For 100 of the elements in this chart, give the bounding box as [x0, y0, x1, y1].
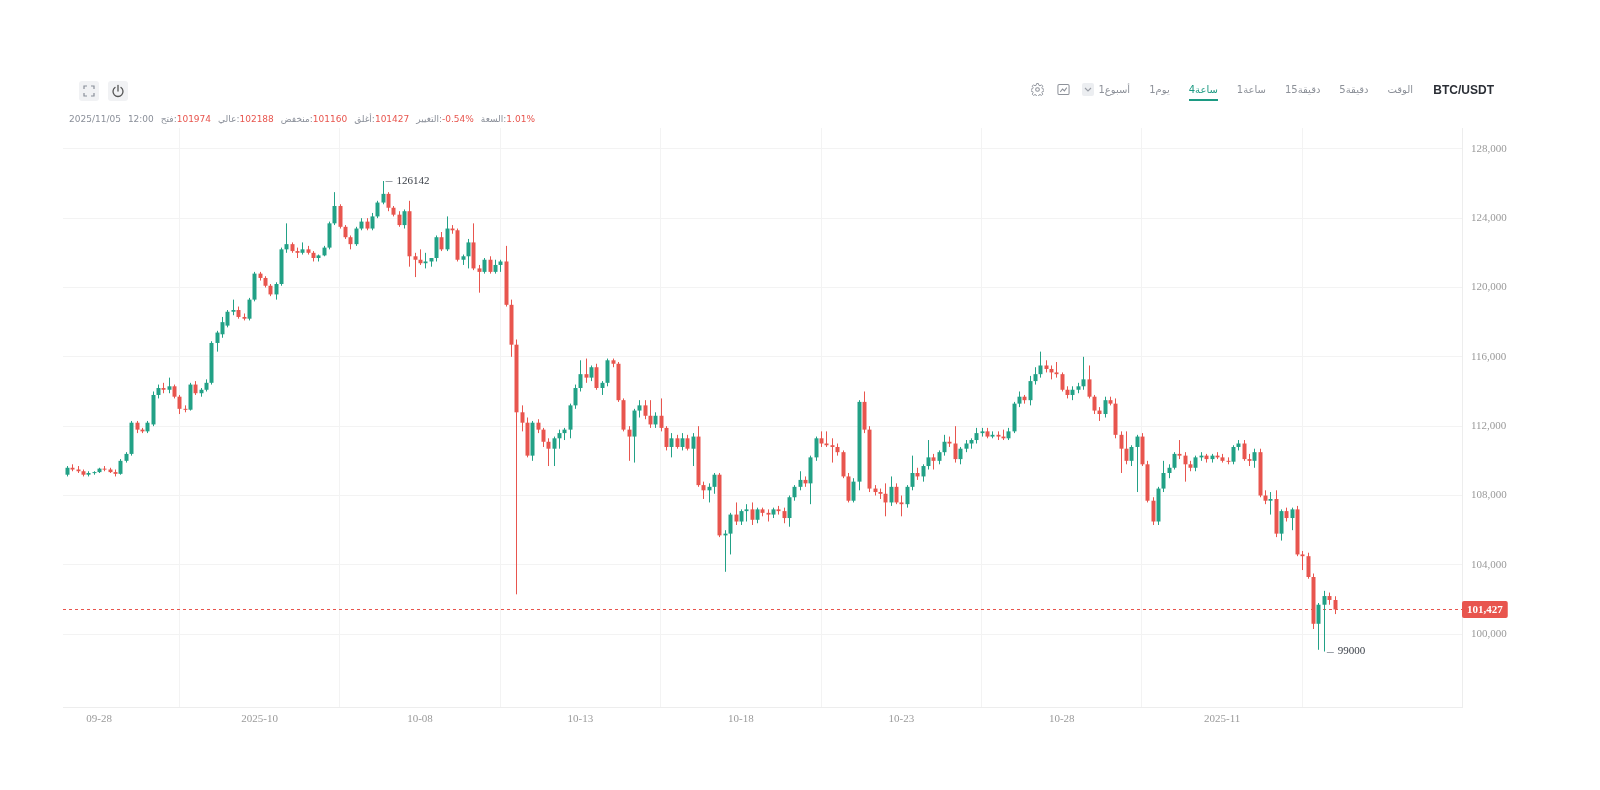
- candlestick: [744, 503, 749, 523]
- text: الوقت: [1387, 83, 1413, 97]
- candlestick: [605, 358, 610, 387]
- candlestick: [883, 482, 888, 517]
- candlestick: [669, 432, 674, 458]
- candlestick: [659, 397, 664, 432]
- candlestick: [434, 234, 439, 262]
- candlestick: [1129, 444, 1134, 467]
- candlestick: [338, 203, 343, 230]
- candlestick: [953, 425, 958, 464]
- candlestick: [573, 384, 578, 410]
- y-tick-label: 124,000: [1471, 211, 1508, 224]
- candlestick: [942, 434, 947, 457]
- candlestick: [910, 455, 915, 491]
- candlestick: [520, 404, 525, 432]
- candlestick: [1316, 602, 1321, 651]
- y-tick-label: 108,000: [1471, 488, 1508, 501]
- candlestick: [413, 252, 418, 278]
- text: 1أسبوع: [1098, 82, 1131, 98]
- candlestick: [92, 470, 97, 476]
- candlestick: [402, 208, 407, 230]
- candlestick: [1151, 496, 1156, 526]
- candlestick: [1322, 590, 1327, 653]
- candlestick: [477, 264, 482, 294]
- y-tick-label: 104,000: [1471, 557, 1508, 570]
- candlestick: [1119, 430, 1124, 474]
- candlestick: [766, 508, 771, 523]
- candlestick: [1279, 508, 1284, 542]
- candlestick: [894, 482, 899, 505]
- candlestick: [728, 512, 733, 555]
- candlestick: [1087, 364, 1092, 399]
- x-tick-label: 2025-10: [241, 712, 279, 725]
- candlestick: [814, 436, 819, 462]
- candlestick: [851, 477, 856, 503]
- candlestick: [1038, 351, 1043, 379]
- candlestick: [354, 226, 359, 247]
- candlestick: [541, 427, 546, 448]
- y-tick-label: 112,000: [1471, 419, 1507, 432]
- candlestick: [386, 191, 391, 212]
- candlestick: [1242, 439, 1247, 462]
- candlestick: [1177, 439, 1182, 460]
- candlestick: [177, 394, 182, 415]
- candlestick: [899, 495, 904, 517]
- candlestick: [691, 432, 696, 467]
- candlestick: [1183, 451, 1188, 483]
- text: 15دقيقة: [1284, 83, 1321, 97]
- x-tick-label: 10-13: [567, 712, 594, 725]
- candlestick: [578, 359, 583, 392]
- y-tick-label: 120,000: [1471, 280, 1508, 293]
- candlestick: [926, 439, 931, 471]
- candlestick: [664, 425, 669, 451]
- text: 1يوم: [1149, 83, 1170, 97]
- candlestick: [1300, 550, 1305, 571]
- candlestick: [712, 472, 717, 495]
- candlestick: [445, 215, 450, 252]
- candlestick: [557, 429, 562, 450]
- candlestick: [584, 358, 589, 384]
- x-tick-label: 10-18: [728, 712, 755, 725]
- candlestick: [466, 238, 471, 269]
- x-tick-label: 10-23: [888, 712, 915, 725]
- candlestick: [1252, 448, 1257, 469]
- chart-title: BTC/USDT: [1433, 82, 1494, 98]
- candlestick: [381, 180, 386, 205]
- candlestick: [1103, 396, 1108, 418]
- candlestick: [1135, 434, 1140, 493]
- candlestick: [1231, 444, 1236, 465]
- candlestick: [648, 399, 653, 429]
- candlestick: [750, 501, 755, 526]
- annotation: 126142: [396, 173, 430, 186]
- candlestick: [552, 436, 557, 467]
- candlestick: [284, 222, 289, 254]
- candlestick: [830, 437, 835, 464]
- x-tick-label: 10-28: [1048, 712, 1076, 725]
- y-tick-label: 100,000: [1471, 627, 1508, 640]
- candlestick: [247, 297, 252, 321]
- candlestick: [1306, 552, 1311, 580]
- candlestick: [787, 495, 792, 528]
- candlestick: [643, 399, 648, 420]
- candlestick: [734, 501, 739, 526]
- candlestick: [1081, 356, 1086, 391]
- text: 1ساعة: [1236, 83, 1266, 97]
- candlestick: [798, 470, 803, 491]
- candlestick: [1028, 375, 1033, 406]
- candlestick: [546, 437, 551, 467]
- candlestick: [627, 425, 632, 462]
- text: 5دقيقة: [1339, 83, 1369, 97]
- candlestick: [1092, 394, 1097, 415]
- candlestick: [1060, 371, 1065, 392]
- candlestick: [905, 484, 910, 509]
- text: 4ساعة: [1188, 82, 1218, 98]
- candlestick: [1290, 507, 1295, 531]
- y-tick-label: 128,000: [1471, 141, 1508, 154]
- ref-line-label: 101,427: [1467, 602, 1504, 615]
- y-tick-label: 116,000: [1471, 349, 1507, 362]
- candlestick: [332, 191, 337, 226]
- candlestick: [1268, 491, 1273, 516]
- annotation: 99000: [1337, 644, 1366, 657]
- candlestick: [889, 475, 894, 507]
- x-tick-label: 09-28: [86, 712, 113, 725]
- candlestick: [1161, 460, 1166, 493]
